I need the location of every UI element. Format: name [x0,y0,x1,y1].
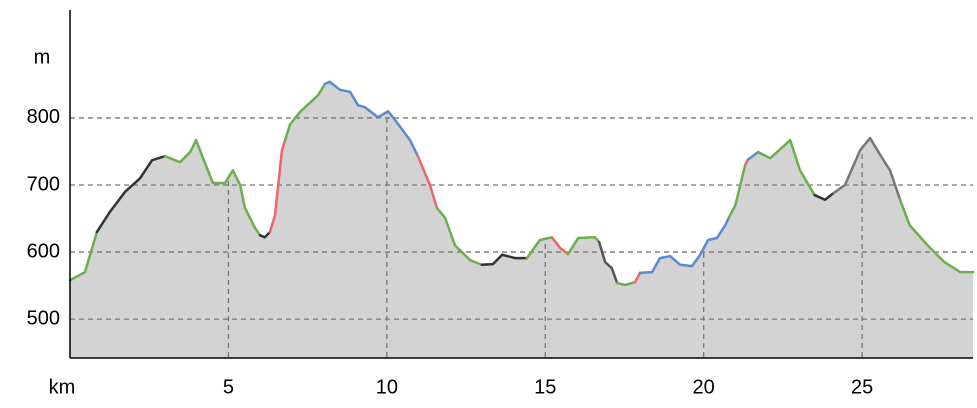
profile-line [550,236,570,256]
x-axis-label: km [49,376,76,398]
profile-line [163,138,262,237]
area-fill [70,81,973,358]
profile-line [95,154,167,234]
x-tick-label: 10 [376,376,398,398]
y-tick-label: 800 [27,106,60,128]
y-tick-label: 700 [27,173,60,195]
profile-line [566,236,601,256]
x-tick-label: 5 [223,376,234,398]
profile-line [597,240,619,285]
profile-line [268,138,287,234]
profile-line [633,271,642,284]
profile-line [480,253,529,267]
y-tick-label: 500 [27,307,60,329]
profile-line [323,80,420,158]
profile-line [283,82,327,142]
y-axis-label: m [34,46,51,68]
x-tick-label: 25 [851,376,873,398]
profile-line [898,198,975,274]
profile-line [525,236,554,260]
profile-line [813,191,835,202]
profile-line [258,230,272,239]
profile-line [832,136,902,202]
profile-line [435,206,484,267]
profile-line [746,150,760,161]
x-tick-label: 20 [693,376,715,398]
profile-line [615,280,637,287]
x-tick-label: 15 [534,376,556,398]
profile-line [638,215,731,275]
y-tick-label: 600 [27,240,60,262]
profile-line [416,154,439,210]
profile-line [727,163,747,219]
profile-line [68,230,99,282]
profile-line [756,138,816,197]
